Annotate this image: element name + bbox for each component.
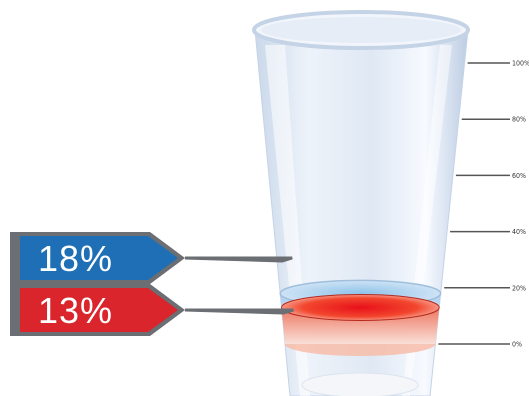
tag-label: 13% — [38, 290, 113, 331]
tag-body — [20, 236, 178, 280]
tag-connector — [184, 256, 293, 263]
y-axis: 0% 20% 40% 60% 80% 100% — [438, 60, 529, 349]
value-tag: 18% — [10, 232, 293, 284]
value-tags: 18%13% — [10, 232, 294, 336]
y-tick-label: 20% — [512, 284, 526, 292]
y-tick-label: 40% — [512, 228, 526, 236]
tag-connector — [184, 308, 294, 315]
liquid-surface-13% — [281, 293, 440, 321]
y-tick-label: 0% — [512, 341, 522, 349]
glass-rim-inner — [261, 17, 461, 43]
y-tick-label: 80% — [512, 116, 526, 124]
tag-label: 18% — [38, 238, 113, 279]
value-tag: 13% — [10, 284, 294, 336]
tag-body — [20, 288, 178, 332]
y-tick-label: 60% — [512, 172, 526, 180]
y-tick-label: 100% — [512, 60, 529, 68]
glass-base — [301, 372, 419, 396]
liquid-layers — [279, 279, 442, 356]
